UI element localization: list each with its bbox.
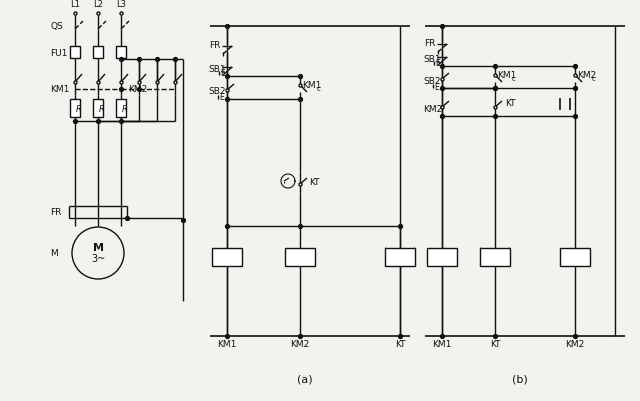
- Text: M: M: [93, 242, 104, 252]
- Text: KM2: KM2: [291, 340, 310, 348]
- Text: E: E: [435, 59, 440, 68]
- Text: SB2: SB2: [423, 76, 440, 85]
- Text: c: c: [317, 86, 321, 92]
- Bar: [93, 100, 103, 118]
- Text: KT: KT: [490, 340, 500, 348]
- Text: SB2: SB2: [208, 87, 225, 96]
- Text: KM1: KM1: [218, 340, 237, 348]
- Text: SB1: SB1: [423, 55, 440, 63]
- Text: KT: KT: [309, 178, 319, 187]
- Text: KM2: KM2: [128, 85, 147, 94]
- Text: KM1: KM1: [432, 340, 452, 348]
- Text: FR: FR: [50, 208, 61, 217]
- Text: c: c: [512, 76, 516, 82]
- Text: M: M: [50, 249, 58, 258]
- Text: FU1: FU1: [50, 49, 67, 57]
- Text: QS: QS: [50, 22, 63, 31]
- Text: R: R: [76, 104, 82, 113]
- Text: KM2: KM2: [565, 340, 584, 348]
- Bar: [70, 100, 80, 118]
- Text: KM1: KM1: [497, 70, 516, 79]
- Text: L2: L2: [93, 0, 103, 9]
- Text: KT: KT: [395, 340, 405, 348]
- Text: (a): (a): [297, 374, 313, 384]
- Text: E: E: [219, 93, 224, 102]
- Bar: [93, 47, 103, 59]
- Text: R: R: [99, 104, 105, 113]
- Text: (b): (b): [512, 374, 528, 384]
- Bar: [285, 248, 315, 266]
- Text: R: R: [122, 104, 128, 113]
- Text: L1: L1: [70, 0, 80, 9]
- Text: KT: KT: [505, 99, 515, 108]
- Bar: [212, 248, 242, 266]
- Bar: [385, 248, 415, 266]
- Text: KM1: KM1: [302, 80, 321, 89]
- Text: E: E: [434, 82, 439, 91]
- Bar: [480, 248, 510, 266]
- Text: SB1: SB1: [208, 64, 226, 73]
- Text: E: E: [220, 69, 225, 78]
- Text: KM2: KM2: [577, 70, 596, 79]
- Text: FR: FR: [424, 39, 435, 49]
- Text: FR: FR: [209, 41, 220, 49]
- Bar: [116, 100, 126, 118]
- Text: 3~: 3~: [91, 253, 105, 263]
- Bar: [560, 248, 590, 266]
- Text: c: c: [592, 76, 596, 82]
- Bar: [116, 47, 126, 59]
- Bar: [427, 248, 457, 266]
- Text: L3: L3: [116, 0, 126, 9]
- Bar: [70, 47, 80, 59]
- Text: KM1: KM1: [50, 85, 69, 94]
- Text: KM2: KM2: [423, 104, 442, 113]
